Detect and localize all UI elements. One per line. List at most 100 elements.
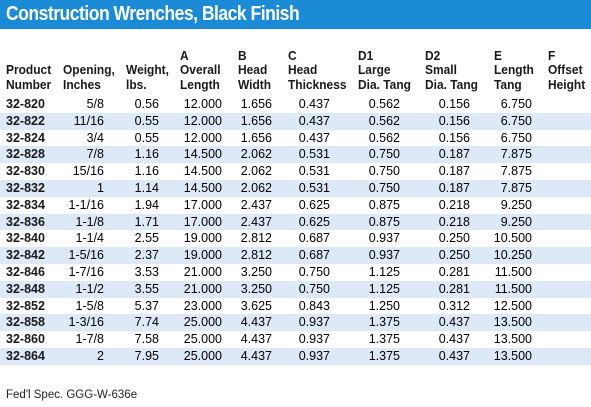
table-row: 32-846 1-7/16 3.53 21.000 3.250 0.750 1.125 0.2… <box>0 264 591 281</box>
table-cell-opening: 1 <box>97 180 104 195</box>
table-cell-overall-length: 14.500 <box>183 147 222 162</box>
table-cell-small-dia-tang: 0.156 <box>438 130 470 145</box>
table-cell-head-thickness: 0.531 <box>298 180 330 195</box>
table-cell-product-number: 32-836 <box>6 214 45 229</box>
table-cell-head-width: 2.437 <box>240 214 272 229</box>
table-cell-length-tang: 10.250 <box>493 248 532 263</box>
table-cell-product-number: 32-852 <box>6 298 45 313</box>
table-cell-weight: 0.56 <box>134 97 159 111</box>
table-cell-length-tang: 13.500 <box>493 332 532 347</box>
table-cell-overall-length: 14.500 <box>183 180 222 195</box>
spec-footnote: Fed'l Spec. GGG-W-636e <box>6 389 138 401</box>
column-header-head-thickness: C Head Thickness <box>288 48 347 93</box>
table-cell-opening: 1-7/16 <box>68 264 104 279</box>
table-cell-weight: 0.55 <box>134 113 159 128</box>
table-cell-overall-length: 17.000 <box>183 214 222 229</box>
table-cell-small-dia-tang: 0.218 <box>438 214 470 229</box>
column-header-line: D2 <box>425 47 441 63</box>
table-cell-product-number: 32-828 <box>6 147 45 162</box>
table-cell-head-thickness: 0.531 <box>298 164 330 179</box>
table-cell-overall-length: 25.000 <box>183 332 222 347</box>
table-cell-product-number: 32-842 <box>6 248 45 263</box>
table-cell-small-dia-tang: 0.250 <box>438 231 470 246</box>
table-cell-length-tang: 7.875 <box>500 147 532 162</box>
table-title-bar: Construction Wrenches, Black Finish <box>0 0 591 29</box>
table-cell-product-number: 32-840 <box>6 231 45 246</box>
table-row: 32-842 1-5/16 2.37 19.000 2.812 0.687 0.937 0.2… <box>0 247 591 264</box>
table-cell-head-thickness: 0.437 <box>298 113 330 128</box>
table-cell-product-number: 32-834 <box>6 197 45 212</box>
column-header-line: Head <box>238 62 268 77</box>
column-header-line: Head <box>288 62 318 77</box>
table-cell-product-number: 32-830 <box>6 164 45 179</box>
table-cell-opening: 11/16 <box>73 113 104 128</box>
table-cell-small-dia-tang: 0.250 <box>438 248 470 263</box>
table-cell-head-width: 2.437 <box>240 197 272 212</box>
table-cell-small-dia-tang: 0.281 <box>438 281 470 296</box>
table-cell-length-tang: 10.500 <box>493 231 532 246</box>
column-header-line: Opening, <box>63 62 115 77</box>
table-cell-head-width: 4.437 <box>240 332 272 347</box>
table-cell-product-number: 32-824 <box>6 130 45 145</box>
table-cell-head-width: 4.437 <box>240 348 272 363</box>
table-cell-opening: 1-1/8 <box>75 214 105 229</box>
spec-table: 32-820 5/8 0.56 12.000 1.656 0.437 0.562 0.156 6… <box>0 96 591 365</box>
table-cell-head-width: 2.812 <box>240 231 272 246</box>
column-header-line <box>126 49 169 64</box>
table-cell-product-number: 32-848 <box>6 281 45 296</box>
table-cell-large-dia-tang: 1.125 <box>368 264 400 279</box>
table-cell-weight: 1.94 <box>134 197 159 212</box>
table-cell-opening: 1-3/16 <box>68 315 104 330</box>
column-header-line: Large <box>358 62 391 77</box>
column-header-line: Inches <box>63 76 101 92</box>
table-cell-large-dia-tang: 0.750 <box>368 164 400 179</box>
column-header-line: Weight, <box>126 62 169 77</box>
table-cell-weight: 7.74 <box>134 315 159 330</box>
table-cell-large-dia-tang: 0.750 <box>368 147 400 162</box>
table-cell-overall-length: 25.000 <box>183 315 222 330</box>
table-cell-head-width: 2.062 <box>240 147 272 162</box>
table-cell-overall-length: 25.000 <box>183 348 222 363</box>
table-row: 32-840 1-1/4 2.55 19.000 2.812 0.687 0.937 0.25… <box>0 230 591 247</box>
table-cell-length-tang: 7.875 <box>500 164 532 179</box>
table-cell-weight: 0.55 <box>134 130 159 145</box>
table-cell-head-width: 3.250 <box>240 281 272 296</box>
table-cell-length-tang: 12.500 <box>493 298 532 313</box>
table-cell-large-dia-tang: 0.750 <box>368 180 400 195</box>
table-cell-length-tang: 9.250 <box>500 197 532 212</box>
column-header-line: Offset <box>548 62 583 77</box>
table-cell-large-dia-tang: 0.875 <box>368 214 400 229</box>
table-cell-overall-length: 12.000 <box>183 130 222 145</box>
table-cell-weight: 1.16 <box>134 147 159 162</box>
table-cell-head-width: 2.812 <box>240 248 272 263</box>
table-cell-large-dia-tang: 0.562 <box>368 130 400 145</box>
table-cell-opening: 5/8 <box>86 97 104 111</box>
column-header-length-tang: E Length Tang <box>494 47 534 93</box>
table-cell-head-thickness: 0.843 <box>298 298 330 313</box>
table-cell-small-dia-tang: 0.187 <box>438 164 470 179</box>
column-header-line: F <box>548 47 556 63</box>
table-cell-length-tang: 9.250 <box>500 214 532 229</box>
column-header-line: Height <box>548 76 586 92</box>
table-cell-small-dia-tang: 0.281 <box>438 264 470 279</box>
column-header-line: E <box>494 47 502 63</box>
table-cell-length-tang: 7.875 <box>500 180 532 195</box>
table-cell-head-thickness: 0.687 <box>298 231 330 246</box>
column-header-line: Tang <box>494 76 522 92</box>
table-cell-small-dia-tang: 0.218 <box>438 197 470 212</box>
table-cell-head-width: 4.437 <box>240 315 272 330</box>
table-cell-large-dia-tang: 0.937 <box>368 231 400 246</box>
table-row: 32-836 1-1/8 1.71 17.000 2.437 0.625 0.875 0.21… <box>0 213 591 231</box>
table-cell-head-width: 2.062 <box>240 164 272 179</box>
table-cell-overall-length: 23.000 <box>183 298 222 313</box>
table-cell-large-dia-tang: 1.375 <box>368 315 400 330</box>
column-header-opening: Opening, Inches <box>63 49 115 93</box>
table-cell-overall-length: 12.000 <box>183 113 222 128</box>
table-cell-length-tang: 11.500 <box>494 264 532 279</box>
column-header-line: Width <box>238 76 272 92</box>
table-cell-head-thickness: 0.531 <box>298 147 330 162</box>
column-header-line <box>6 49 51 64</box>
table-cell-weight: 3.55 <box>134 281 159 296</box>
table-cell-weight: 1.14 <box>134 180 159 195</box>
table-cell-head-thickness: 0.687 <box>298 248 330 263</box>
